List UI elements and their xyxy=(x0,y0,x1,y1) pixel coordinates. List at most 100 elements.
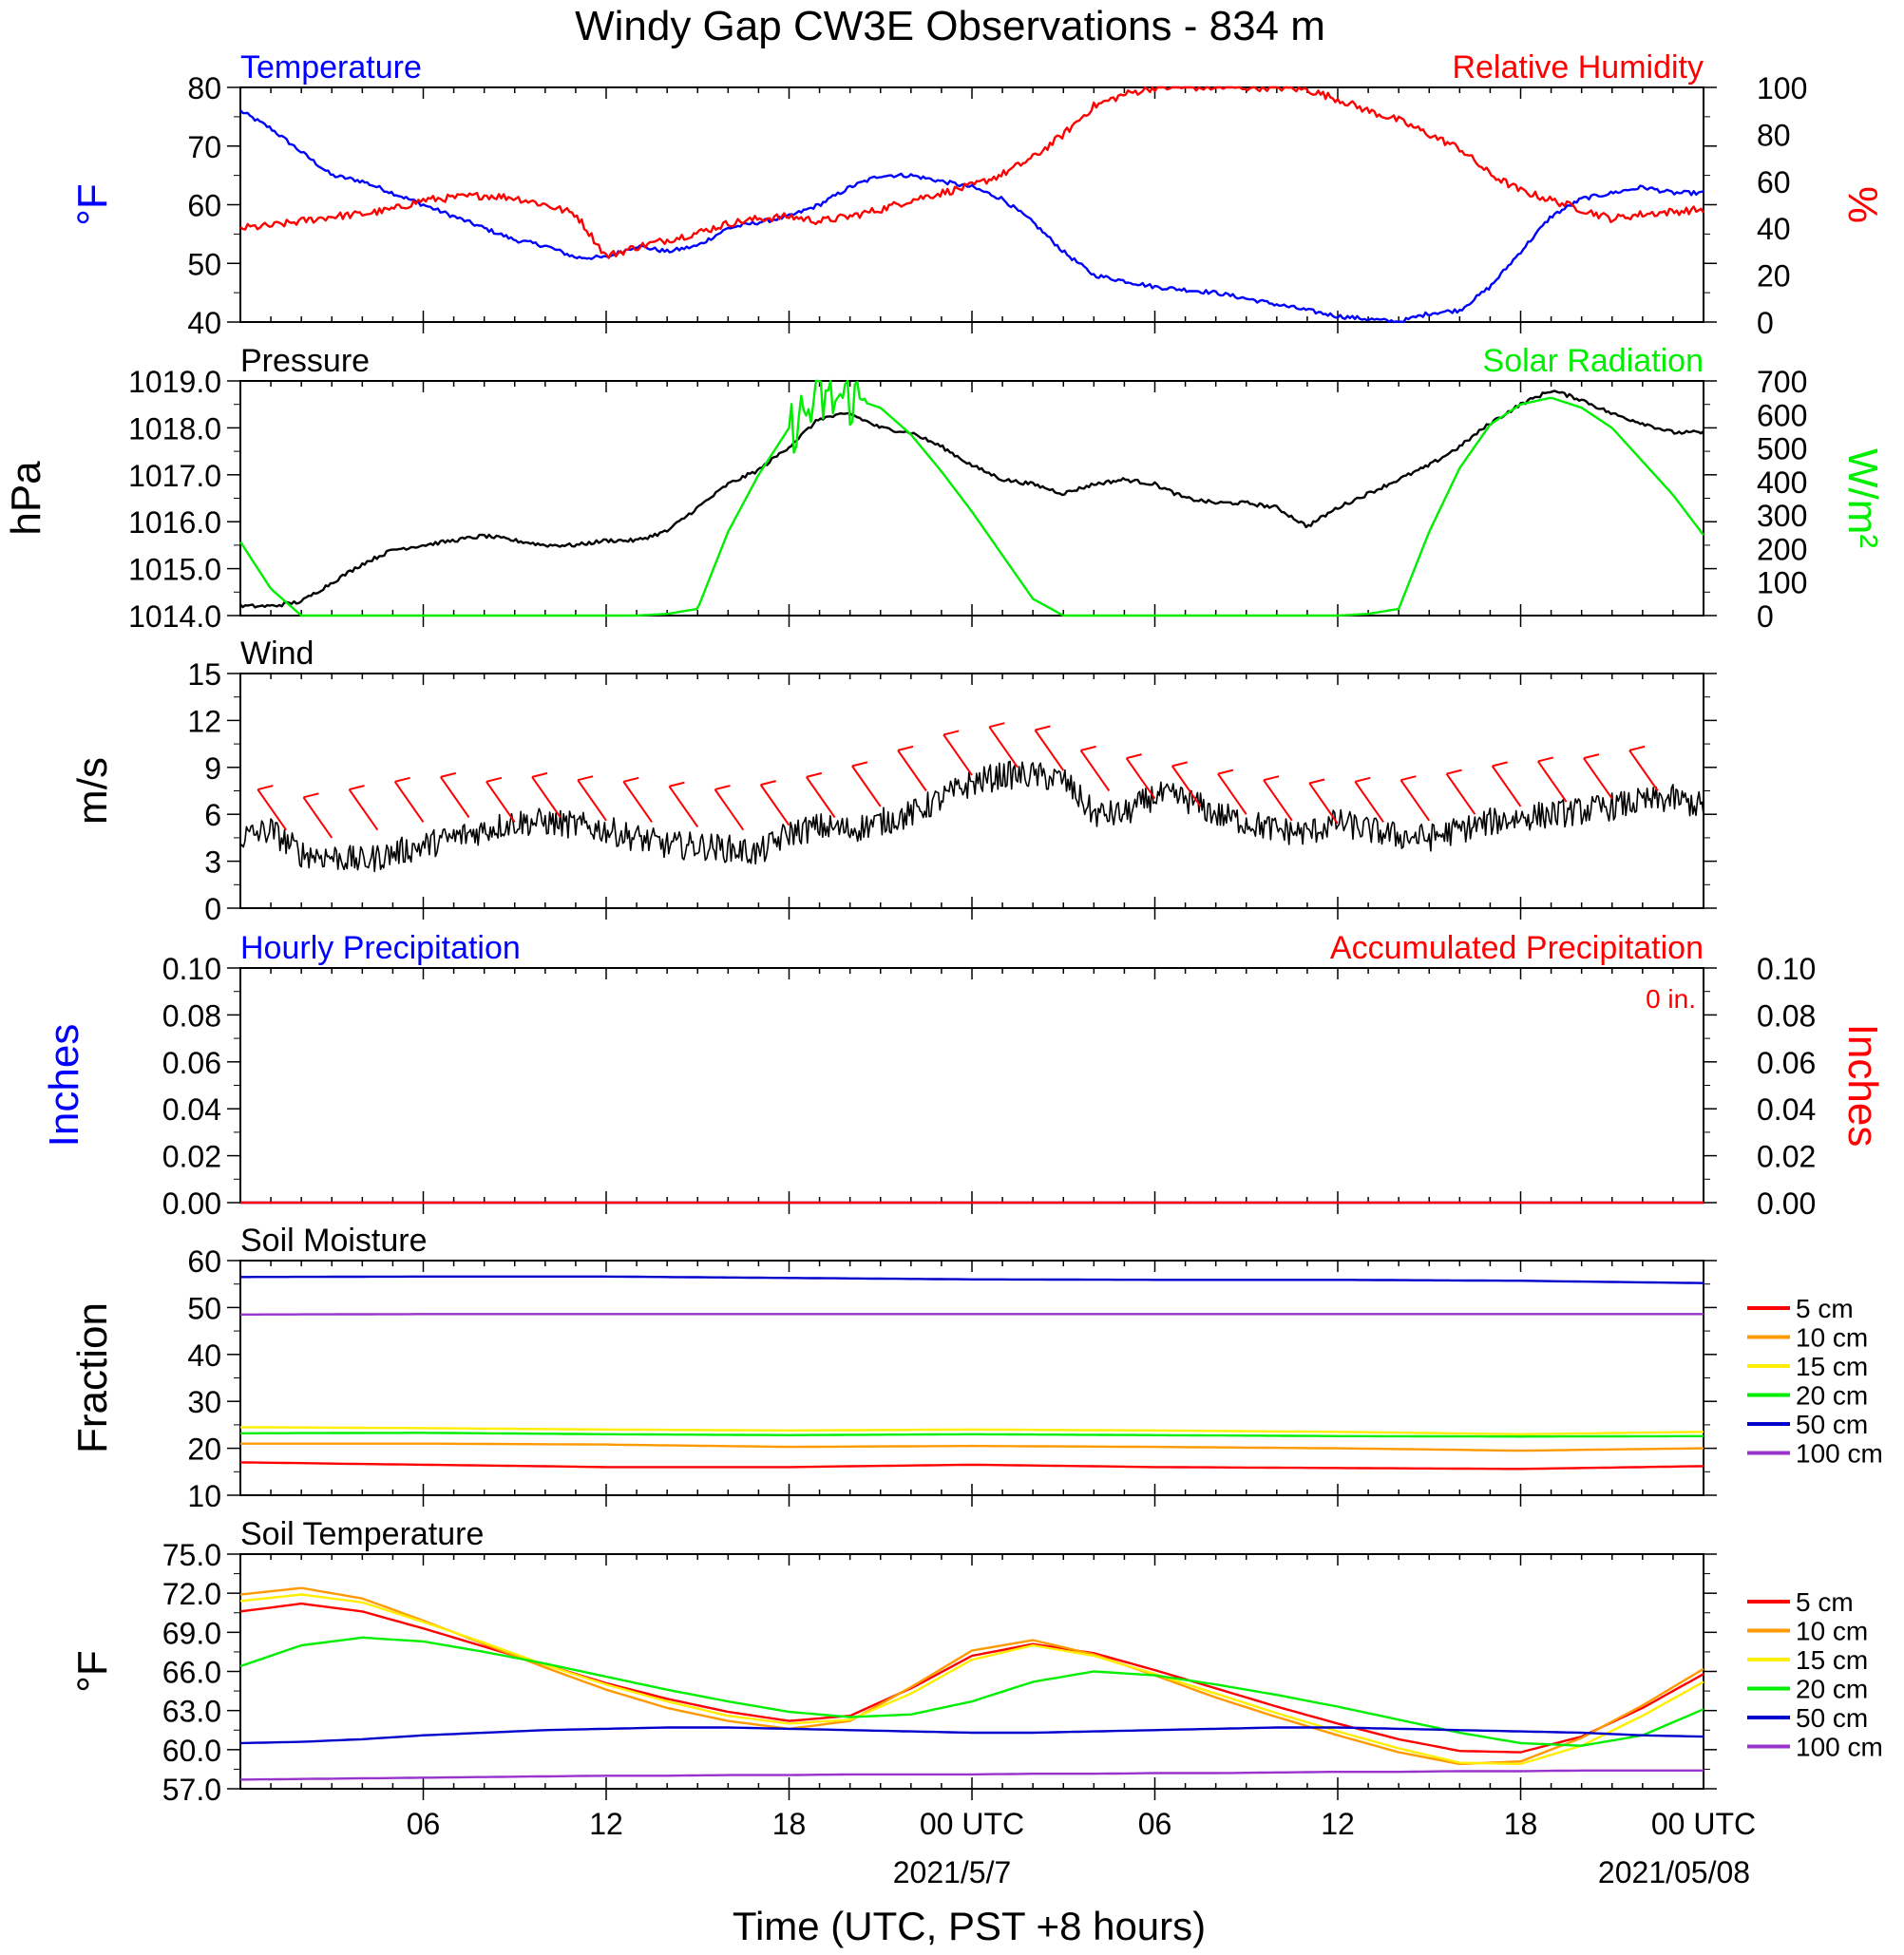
wind-barb-flag xyxy=(1492,761,1508,768)
legend-label: 15 cm xyxy=(1796,1645,1868,1675)
wind-barb-flag xyxy=(989,722,1005,729)
series-line-50-cm xyxy=(240,1275,1704,1284)
y-tick-label-right: 0 xyxy=(1757,306,1774,340)
wind-barb xyxy=(486,776,516,824)
panel-title-left: Soil Moisture xyxy=(240,1223,428,1259)
wind-barb xyxy=(1125,753,1156,800)
y-tick-label-left: 40 xyxy=(187,1338,221,1373)
panel-wind: 0 3 6 9 12 15 m/s Wind xyxy=(69,636,1717,926)
series-line-10-cm xyxy=(240,1442,1704,1452)
wind-barb xyxy=(1354,776,1384,824)
y-tick-label-left: 70 xyxy=(187,130,221,164)
series-line-100-cm xyxy=(240,1313,1704,1316)
x-tick-label: 06 xyxy=(407,1807,441,1841)
wind-barb-shaft xyxy=(439,776,470,819)
wind-barb-shaft xyxy=(1445,773,1476,815)
wind-barb-flag xyxy=(1080,745,1096,751)
legend-label: 5 cm xyxy=(1796,1587,1854,1617)
wind-barb-flag xyxy=(1400,775,1417,782)
wind-barb xyxy=(759,780,790,826)
y-tick-label-left: 72.0 xyxy=(162,1577,221,1611)
panel-title-right: Accumulated Precipitation xyxy=(1330,930,1704,966)
wind-barb-flag xyxy=(942,730,960,736)
legend-label: 100 cm xyxy=(1796,1439,1883,1469)
y-tick-label-left: 80 xyxy=(187,71,221,105)
series-line-100-cm xyxy=(239,1769,1704,1781)
wind-barb-flag xyxy=(897,745,914,751)
series-line-20-cm xyxy=(240,1432,1704,1438)
panel-title-left: Soil Temperature xyxy=(240,1516,484,1552)
y-tick-label-left: 57.0 xyxy=(162,1773,221,1807)
y-tick-label-left: 60.0 xyxy=(162,1734,221,1768)
wind-barb-flag xyxy=(394,776,410,783)
panel-pressure_solar: 1014.0 1015.0 1016.0 1017.0 1018.0 1019.0 hPa 0… xyxy=(3,343,1886,634)
y-tick-label-left: 1017.0 xyxy=(128,459,221,493)
wind-barb-shaft xyxy=(622,781,653,824)
panel-frame xyxy=(239,86,1704,323)
wind-barb-shaft xyxy=(1263,779,1293,822)
wind-barb-flag xyxy=(1035,725,1051,731)
x-tick-label: 06 xyxy=(1138,1807,1172,1841)
wind-barb xyxy=(1263,775,1293,822)
y-tick-label-left: 0 xyxy=(204,892,221,926)
wind-barb-flag xyxy=(1355,776,1371,783)
y-tick-label-left: 12 xyxy=(187,704,221,738)
y-tick-label-left: 75.0 xyxy=(162,1538,221,1572)
wind-barb xyxy=(348,785,379,831)
y-tick-label-left: 6 xyxy=(204,798,221,832)
y-tick-label-left: 66.0 xyxy=(162,1656,221,1690)
accumulated-total-label: 0 in. xyxy=(1646,984,1696,1014)
y-tick-label-right: 0.06 xyxy=(1757,1046,1816,1080)
x-tick-label: 12 xyxy=(1321,1807,1355,1841)
wind-barb xyxy=(714,785,745,831)
wind-barb-shaft xyxy=(942,733,973,776)
wind-barb-flag xyxy=(486,776,503,783)
wind-barb-shaft xyxy=(1536,760,1568,803)
series-line-20-cm xyxy=(239,1636,1704,1747)
wind-barb-flag xyxy=(440,771,457,778)
wind-barb xyxy=(577,775,607,822)
y-tick-label-left: 0.04 xyxy=(162,1092,221,1127)
panel-frame xyxy=(239,380,1704,617)
wind-barb-shaft xyxy=(1125,757,1156,800)
legend-label: 20 cm xyxy=(1796,1381,1868,1411)
y-axis-unit-right: W/m² xyxy=(1839,448,1886,548)
y-tick-label-left: 3 xyxy=(204,845,221,880)
y-tick-label-left: 0.02 xyxy=(162,1140,221,1174)
y-axis-unit-right: Inches xyxy=(1839,1024,1886,1148)
wind-barb-shaft xyxy=(257,788,287,831)
y-tick-label-right: 0.00 xyxy=(1757,1186,1816,1221)
wind-barb-flag xyxy=(1217,769,1234,775)
wind-barb-flag xyxy=(760,780,776,787)
wind-barb xyxy=(1399,775,1431,822)
wind-barb xyxy=(942,730,973,776)
wind-barb xyxy=(1628,745,1659,792)
series-line-wind-speed xyxy=(239,760,1704,873)
series-line-15-cm xyxy=(240,1426,1704,1435)
wind-barb-shaft xyxy=(348,788,379,831)
wind-barb xyxy=(1308,778,1339,825)
series-line-5-cm xyxy=(239,1461,1704,1471)
y-tick-label-left: 50 xyxy=(187,247,221,281)
y-tick-label-right: 0.02 xyxy=(1757,1140,1816,1174)
y-tick-label-right: 0.10 xyxy=(1757,952,1816,986)
y-tick-label-left: 50 xyxy=(187,1291,221,1325)
series-line-temperature xyxy=(239,109,1704,324)
panel-precip: 0.00 0.02 0.04 0.06 0.08 0.10 Inches 0.00 0.02 0.… xyxy=(41,930,1886,1221)
wind-barb xyxy=(393,776,425,824)
y-tick-label-left: 0.08 xyxy=(162,998,221,1033)
y-tick-label-right: 0 xyxy=(1757,599,1774,634)
y-tick-label-right: 700 xyxy=(1757,365,1807,399)
wind-barb-flag xyxy=(714,785,731,791)
wind-barb xyxy=(668,781,699,827)
y-tick-label-left: 1015.0 xyxy=(128,553,221,587)
y-axis-unit-left: m/s xyxy=(69,757,116,825)
y-tick-label-left: 1019.0 xyxy=(128,365,221,399)
y-tick-label-right: 200 xyxy=(1757,532,1807,566)
wind-barb xyxy=(531,771,562,819)
x-axis-label: Time (UTC, PST +8 hours) xyxy=(733,1904,1206,1948)
